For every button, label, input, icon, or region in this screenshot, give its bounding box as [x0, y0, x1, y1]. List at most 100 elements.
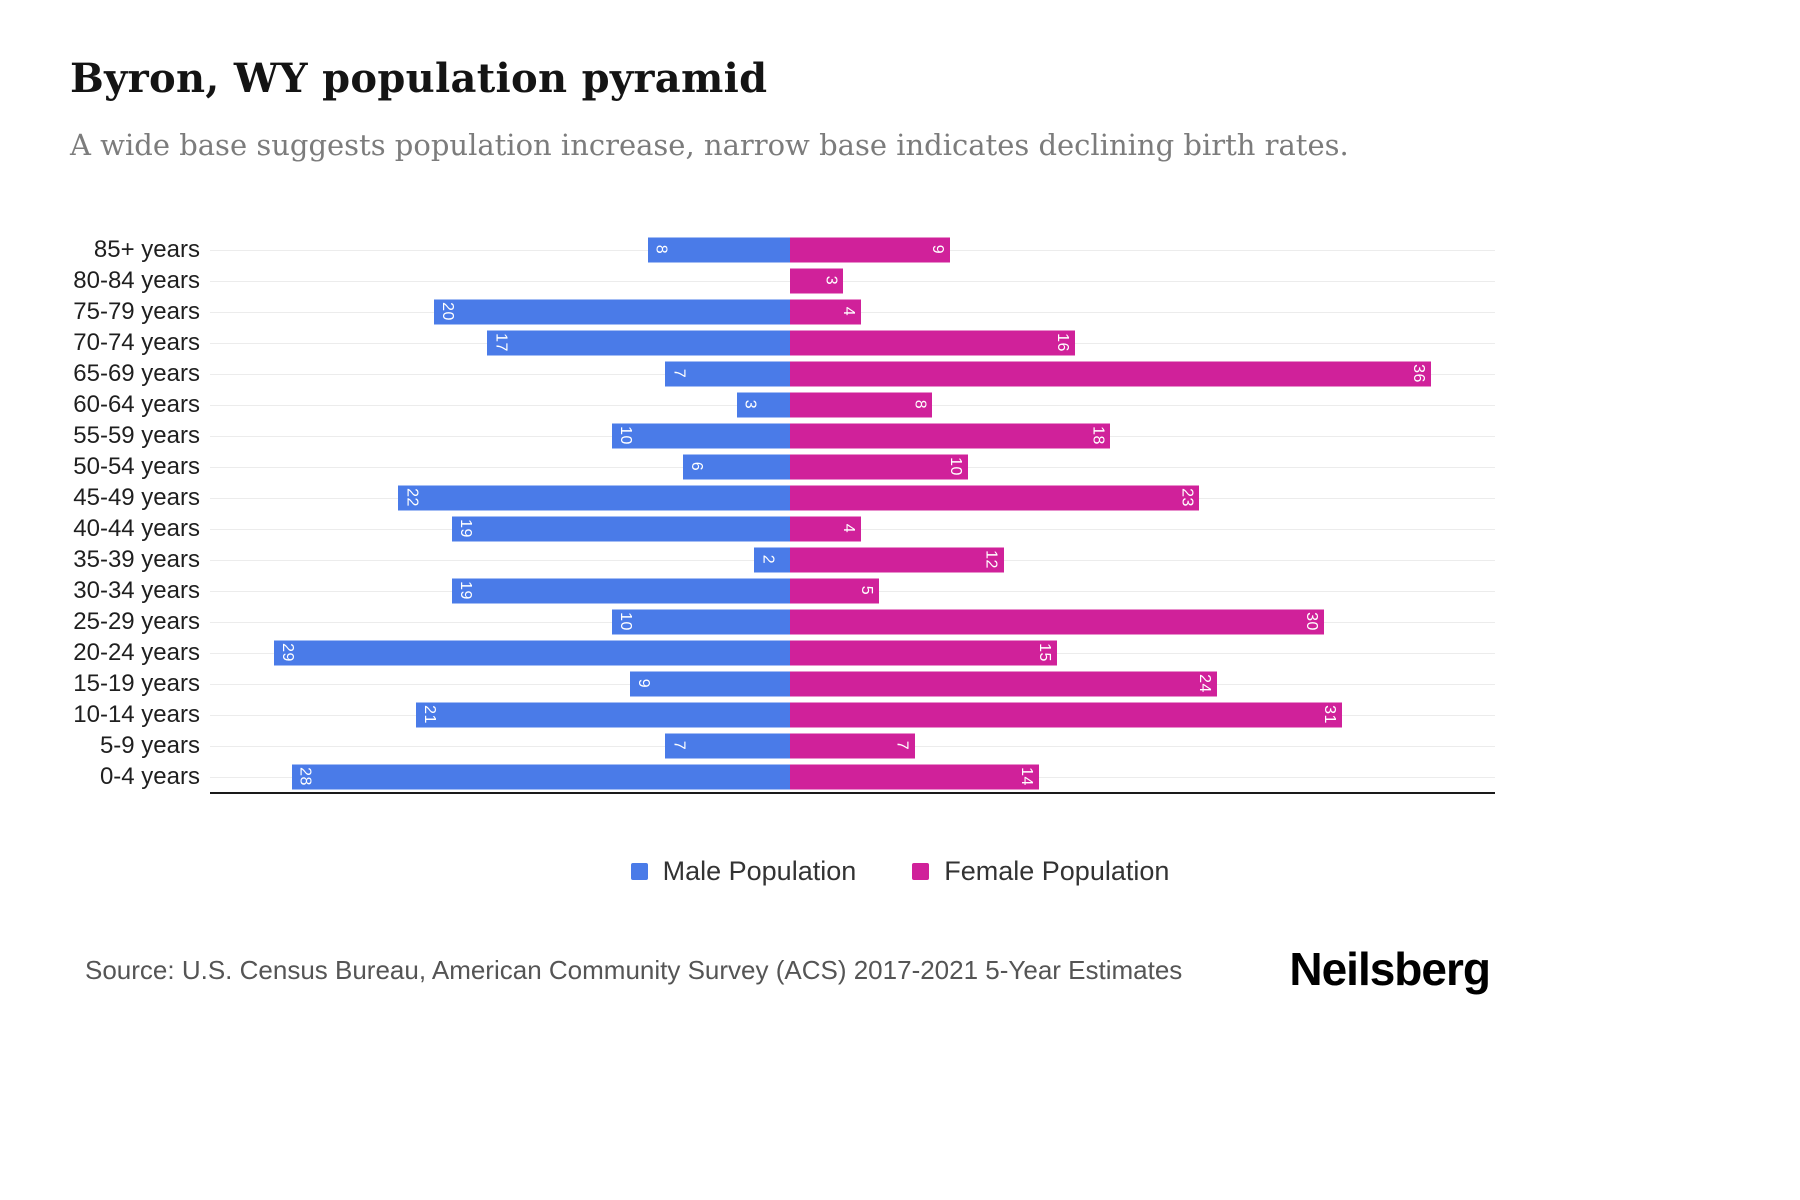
age-group-label: 85+ years — [93, 235, 200, 263]
bar-value-label: 19 — [456, 519, 474, 538]
bar-value-label: 8 — [911, 399, 929, 410]
female-bar[interactable]: 36 — [790, 361, 1431, 386]
age-group-label: 35-39 years — [73, 545, 200, 573]
pyramid-row: 80-84 years 3 — [65, 265, 1735, 296]
female-bar[interactable]: 23 — [790, 485, 1200, 510]
pyramid-row: 85+ years 8 9 — [65, 234, 1735, 265]
legend: Male Population Female Population — [65, 856, 1735, 887]
female-bar[interactable]: 24 — [790, 671, 1218, 696]
bar-value-label: 12 — [982, 550, 1000, 569]
bar-value-label: 7 — [893, 740, 911, 751]
bar-value-label: 4 — [840, 523, 858, 534]
bar-value-label: 6 — [688, 461, 706, 472]
male-bar[interactable]: 28 — [291, 764, 790, 789]
bar-track: 3 — [210, 265, 1495, 296]
female-bar[interactable]: 7 — [790, 733, 915, 758]
female-bar[interactable]: 30 — [790, 609, 1324, 634]
male-bar[interactable]: 10 — [612, 609, 790, 634]
female-bar[interactable]: 15 — [790, 640, 1057, 665]
male-bar[interactable]: 3 — [736, 392, 790, 417]
male-bar[interactable]: 29 — [273, 640, 790, 665]
male-bar[interactable]: 17 — [487, 330, 790, 355]
bar-track: 19 5 — [210, 575, 1495, 606]
female-bar[interactable]: 4 — [790, 516, 862, 541]
bar-value-label: 7 — [670, 368, 688, 379]
pyramid-row: 75-79 years 20 4 — [65, 296, 1735, 327]
female-bar[interactable]: 14 — [790, 764, 1040, 789]
bar-track: 17 16 — [210, 327, 1495, 358]
pyramid-row: 35-39 years 2 12 — [65, 544, 1735, 575]
age-group-label: 70-74 years — [73, 328, 200, 356]
legend-item-female[interactable]: Female Population — [912, 856, 1169, 887]
male-bar[interactable]: 19 — [451, 578, 790, 603]
age-group-label: 30-34 years — [73, 576, 200, 604]
bar-track: 22 23 — [210, 482, 1495, 513]
bar-value-label: 19 — [456, 581, 474, 600]
female-bar[interactable]: 16 — [790, 330, 1075, 355]
bar-value-label: 7 — [670, 740, 688, 751]
male-bar[interactable]: 7 — [665, 361, 790, 386]
age-group-label: 40-44 years — [73, 514, 200, 542]
bar-value-label: 9 — [929, 244, 947, 255]
bar-track: 9 24 — [210, 668, 1495, 699]
male-bar[interactable]: 8 — [647, 237, 790, 262]
female-bar[interactable]: 18 — [790, 423, 1111, 448]
female-bar[interactable]: 10 — [790, 454, 968, 479]
bar-track: 21 31 — [210, 699, 1495, 730]
female-bar[interactable]: 5 — [790, 578, 879, 603]
age-group-label: 10-14 years — [73, 700, 200, 728]
legend-female-label: Female Population — [944, 856, 1170, 886]
bar-value-label: 10 — [617, 612, 634, 631]
male-bar[interactable]: 21 — [416, 702, 790, 727]
bar-value-label: 9 — [634, 678, 652, 689]
source-attribution: Source: U.S. Census Bureau, American Com… — [85, 955, 1183, 985]
bar-value-label: 24 — [1196, 674, 1214, 693]
chart-title: Byron, WY population pyramid — [70, 55, 768, 102]
female-bar[interactable]: 31 — [790, 702, 1342, 727]
age-group-label: 45-49 years — [73, 483, 200, 511]
male-bar[interactable]: 10 — [612, 423, 790, 448]
age-group-label: 75-79 years — [73, 297, 200, 325]
bar-value-label: 23 — [1178, 488, 1196, 507]
bar-value-label: 3 — [822, 275, 840, 286]
plot-rows: 85+ years 8 9 80-84 years 3 75-79 years 20 4 70-… — [65, 234, 1735, 792]
age-group-label: 65-69 years — [73, 359, 200, 387]
male-bar[interactable]: 7 — [665, 733, 790, 758]
legend-item-male[interactable]: Male Population — [630, 856, 856, 887]
x-axis-line — [210, 792, 1495, 794]
pyramid-row: 0-4 years 28 14 — [65, 761, 1735, 792]
male-bar[interactable]: 19 — [451, 516, 790, 541]
chart-subtitle: A wide base suggests population increase… — [70, 128, 1349, 162]
female-bar[interactable]: 3 — [790, 268, 844, 293]
bar-track: 10 30 — [210, 606, 1495, 637]
female-bar[interactable]: 8 — [790, 392, 933, 417]
female-bar[interactable]: 12 — [790, 547, 1004, 572]
age-group-label: 5-9 years — [99, 731, 200, 759]
pyramid-row: 10-14 years 21 31 — [65, 699, 1735, 730]
bar-track: 6 10 — [210, 451, 1495, 482]
bar-value-label: 21 — [421, 705, 439, 724]
pyramid-row: 30-34 years 19 5 — [65, 575, 1735, 606]
bar-value-label: 3 — [741, 399, 759, 410]
male-bar[interactable]: 2 — [754, 547, 790, 572]
bar-value-label: 2 — [759, 554, 777, 565]
pyramid-row: 60-64 years 3 8 — [65, 389, 1735, 420]
bar-track: 7 36 — [210, 358, 1495, 389]
male-bar[interactable]: 6 — [683, 454, 790, 479]
male-bar[interactable]: 9 — [629, 671, 790, 696]
bar-value-label: 29 — [278, 643, 296, 662]
male-bar[interactable]: 22 — [398, 485, 790, 510]
pyramid-row: 50-54 years 6 10 — [65, 451, 1735, 482]
male-bar[interactable]: 20 — [434, 299, 790, 324]
bar-track: 10 18 — [210, 420, 1495, 451]
pyramid-row: 5-9 years 7 7 — [65, 730, 1735, 761]
bar-value-label: 18 — [1089, 426, 1107, 445]
age-group-label: 80-84 years — [73, 266, 200, 294]
female-bar[interactable]: 4 — [790, 299, 862, 324]
age-group-label: 55-59 years — [73, 421, 200, 449]
female-bar[interactable]: 9 — [790, 237, 951, 262]
bar-value-label: 22 — [403, 488, 421, 507]
